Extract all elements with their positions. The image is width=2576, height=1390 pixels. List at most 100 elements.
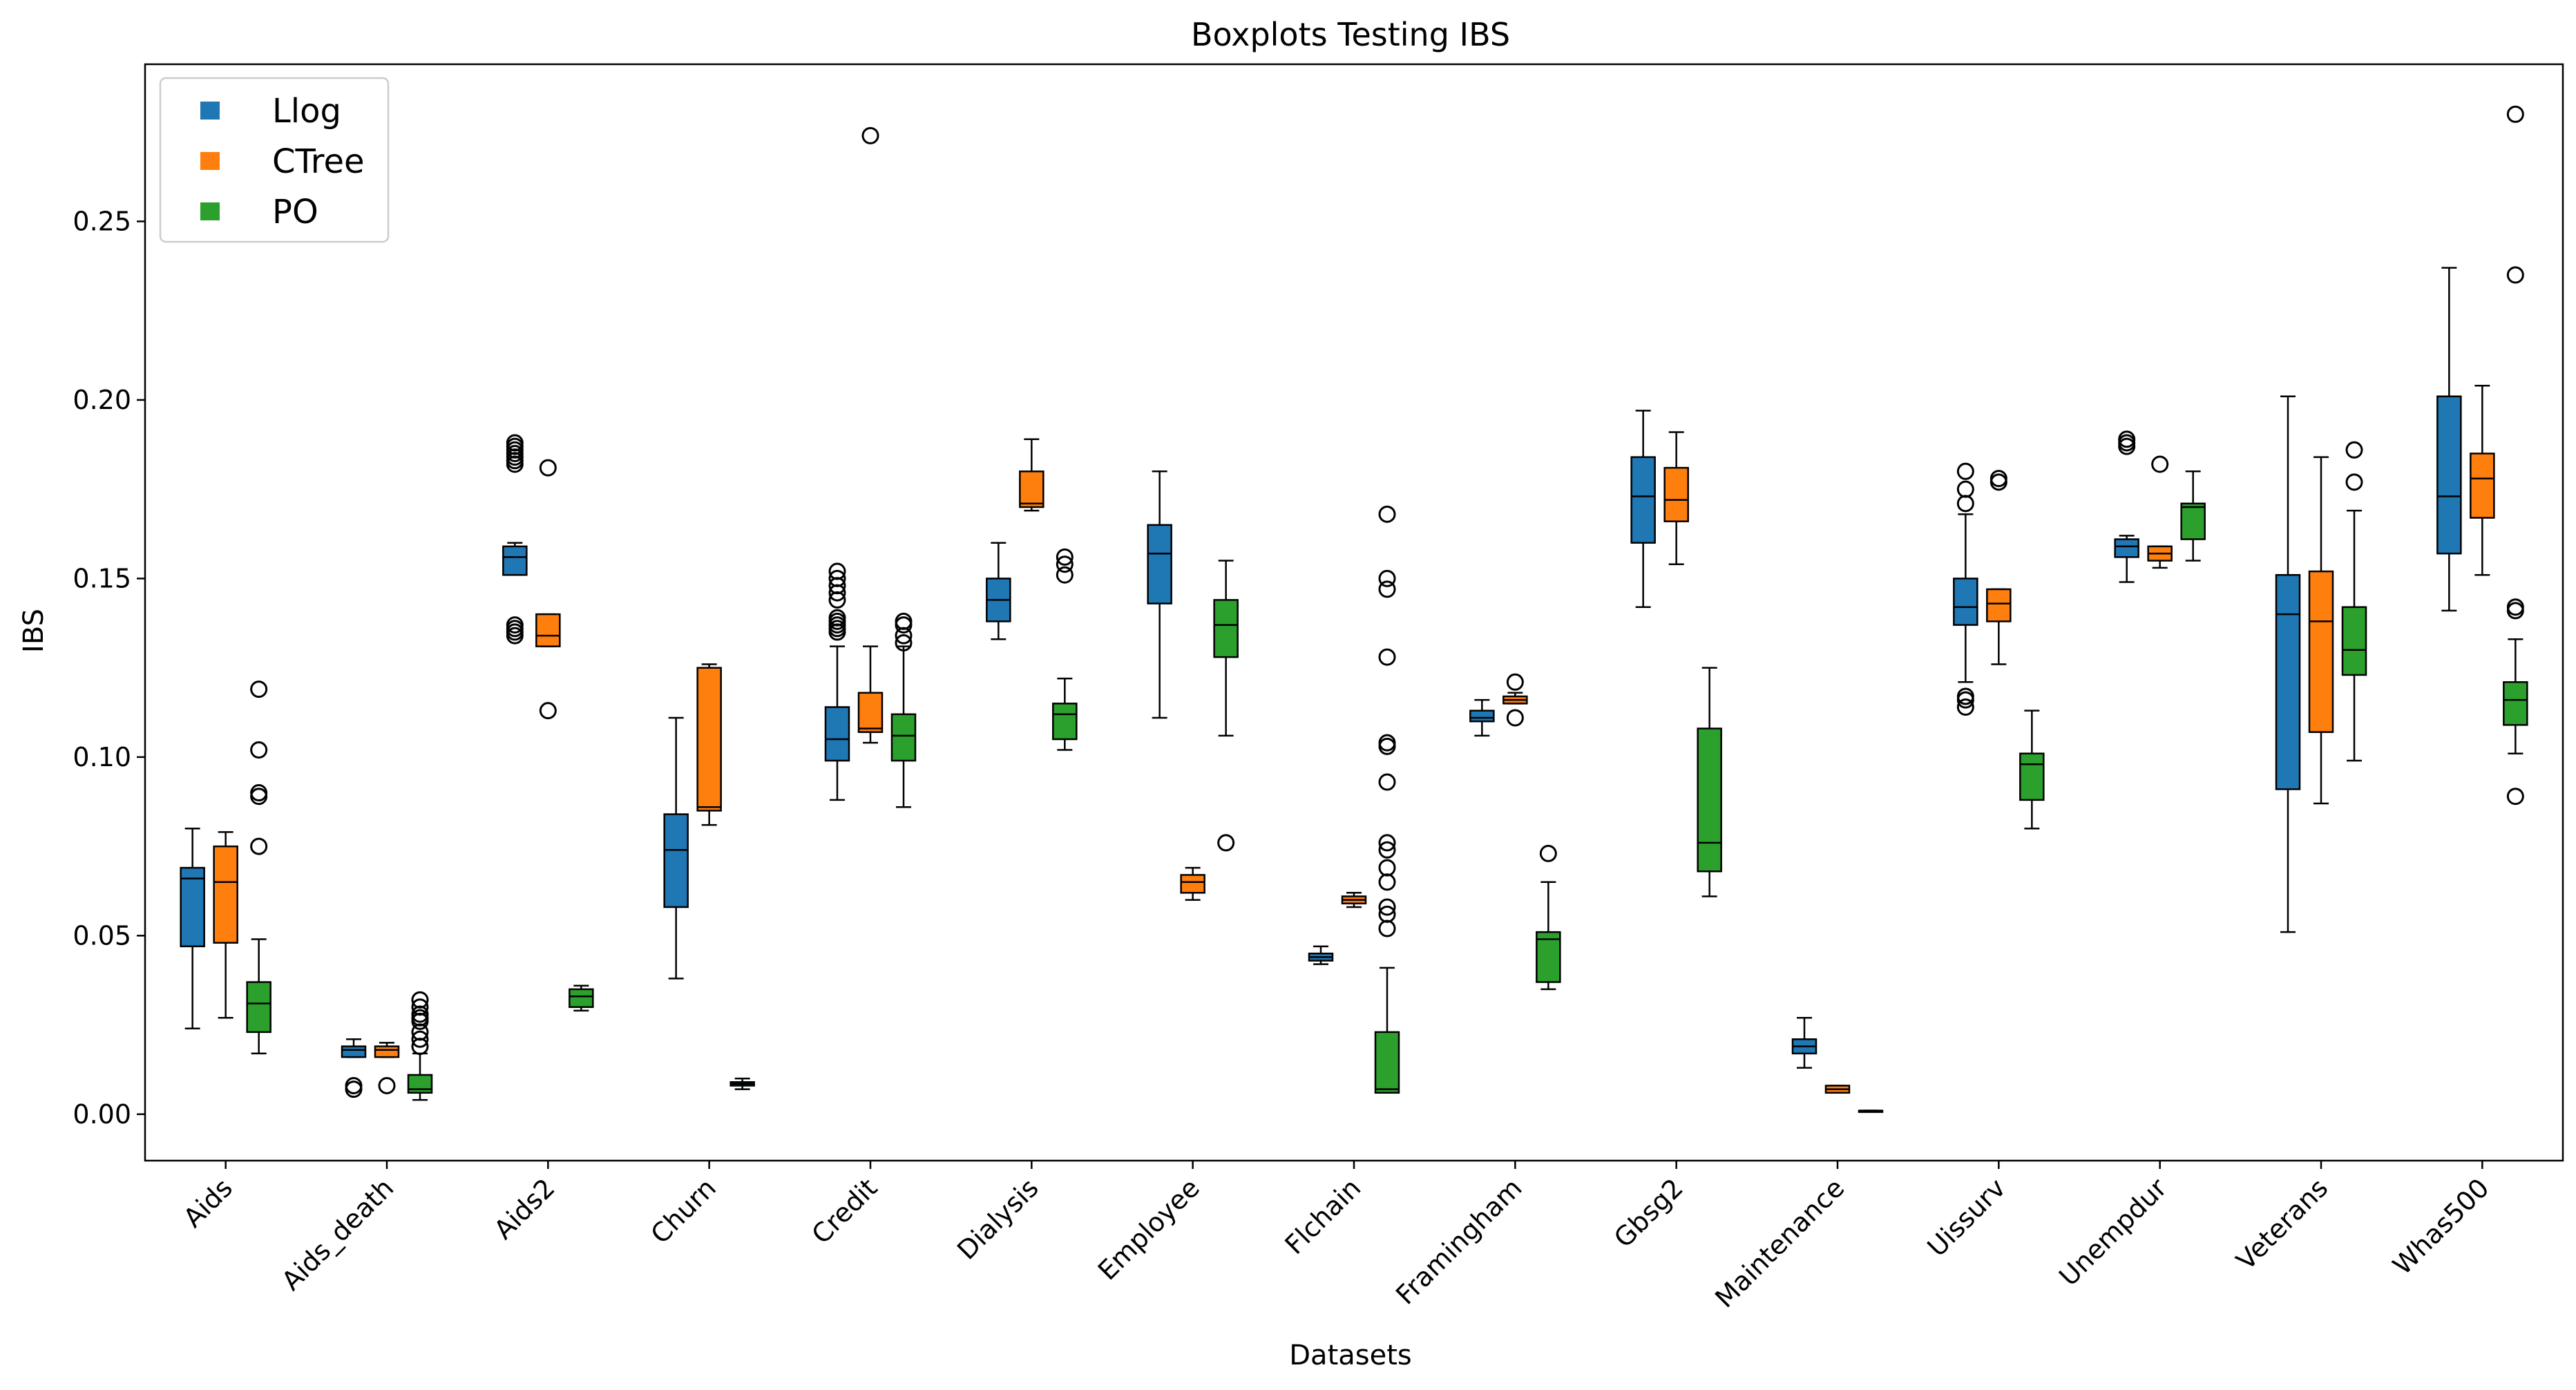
box-po (1374, 1031, 1400, 1094)
outlier-point (2345, 473, 2363, 491)
box-llog (663, 813, 689, 908)
outlier-point (1539, 844, 1557, 862)
box-po (2180, 502, 2206, 540)
box-ctree (535, 613, 561, 647)
y-tick-label: 0.20 (73, 385, 131, 415)
outlier-point (539, 459, 557, 477)
box-po (2341, 606, 2367, 676)
box-ctree (213, 845, 238, 944)
box-po (569, 988, 594, 1008)
outlier-point (828, 569, 846, 587)
box-po (1536, 931, 1561, 983)
box-ctree (1663, 466, 1689, 522)
y-tick-label: 0.05 (73, 920, 131, 951)
outlier-point (411, 991, 429, 1009)
outlier-point (895, 634, 913, 651)
outlier-point (1056, 555, 1074, 573)
outlier-point (1378, 841, 1396, 859)
box-ctree (2470, 453, 2495, 519)
outlier-point (1506, 673, 1524, 691)
outlier-point (250, 680, 268, 698)
legend: Llog CTree PO (159, 77, 390, 243)
legend-swatch-po (200, 202, 220, 220)
box-po (246, 981, 271, 1034)
outlier-point (1217, 834, 1235, 852)
y-axis-label: IBS (18, 609, 50, 653)
outlier-point (378, 1076, 396, 1094)
outlier-point (1056, 548, 1074, 566)
box-llog (502, 545, 528, 576)
outlier-point (895, 612, 913, 630)
outlier-point (2345, 441, 2363, 459)
box-llog (1953, 578, 1978, 626)
outlier-point (1506, 709, 1524, 727)
box-llog (2114, 538, 2139, 558)
box-llog (2275, 573, 2301, 790)
outlier-point (1378, 580, 1396, 598)
legend-label-ctree: CTree (272, 142, 365, 181)
legend-swatch-ctree (200, 152, 220, 170)
box-ctree (1986, 588, 2012, 622)
outlier-point (506, 616, 524, 634)
box-ctree (696, 667, 722, 812)
y-tick-label: 0.00 (73, 1099, 131, 1130)
box-po (407, 1074, 433, 1094)
outlier-point (1378, 505, 1396, 523)
outlier-point (1990, 470, 2007, 488)
box-ctree (2308, 570, 2334, 733)
box-llog (1469, 710, 1495, 723)
outlier-point (1956, 687, 1974, 705)
y-tick-label: 0.15 (73, 563, 131, 593)
chart-title: Boxplots Testing IBS (1191, 16, 1510, 53)
box-llog (824, 706, 850, 762)
box-po (1697, 727, 1722, 873)
box-ctree (857, 692, 884, 733)
y-tick-label: 0.10 (73, 742, 131, 772)
box-llog (1147, 524, 1172, 604)
outlier-point (861, 126, 879, 144)
box-po (1052, 703, 1078, 741)
legend-swatch-llog (200, 102, 220, 120)
box-llog (341, 1045, 367, 1058)
outlier-point (1956, 480, 1974, 498)
outlier-point (828, 562, 846, 580)
box-ctree (1180, 874, 1205, 894)
outlier-point (2506, 788, 2524, 806)
outlier-point (1378, 905, 1396, 923)
legend-label-po: PO (272, 193, 318, 231)
box-llog (1630, 456, 1656, 544)
box-po (2019, 752, 2045, 801)
outlier-point (506, 434, 524, 452)
outlier-point (2506, 105, 2524, 123)
outlier-point (1956, 462, 1974, 480)
x-axis-label: Datasets (1289, 1340, 1411, 1371)
outlier-point (1378, 569, 1396, 587)
outlier-point (1378, 898, 1396, 916)
outlier-point (1056, 566, 1074, 584)
outlier-point (1378, 834, 1396, 852)
outlier-point (2506, 598, 2524, 616)
outlier-point (1378, 648, 1396, 666)
box-ctree (1019, 470, 1044, 508)
outlier-point (828, 609, 846, 627)
box-llog (180, 866, 205, 948)
outlier-point (2506, 266, 2524, 284)
box-po (890, 713, 917, 762)
y-tick-label: 0.25 (73, 206, 131, 236)
box-po (1213, 599, 1239, 658)
box-llog (2436, 395, 2462, 555)
outlier-point (250, 837, 268, 855)
outlier-point (1956, 698, 1974, 716)
box-ctree (374, 1045, 400, 1058)
outlier-point (345, 1076, 363, 1094)
outlier-point (1378, 734, 1396, 752)
outlier-point (1378, 773, 1396, 791)
outlier-point (250, 741, 268, 759)
outlier-point (2118, 430, 2136, 448)
outlier-point (411, 998, 429, 1016)
outlier-point (1378, 859, 1396, 877)
box-po (2503, 681, 2528, 726)
outlier-point (411, 1030, 429, 1048)
